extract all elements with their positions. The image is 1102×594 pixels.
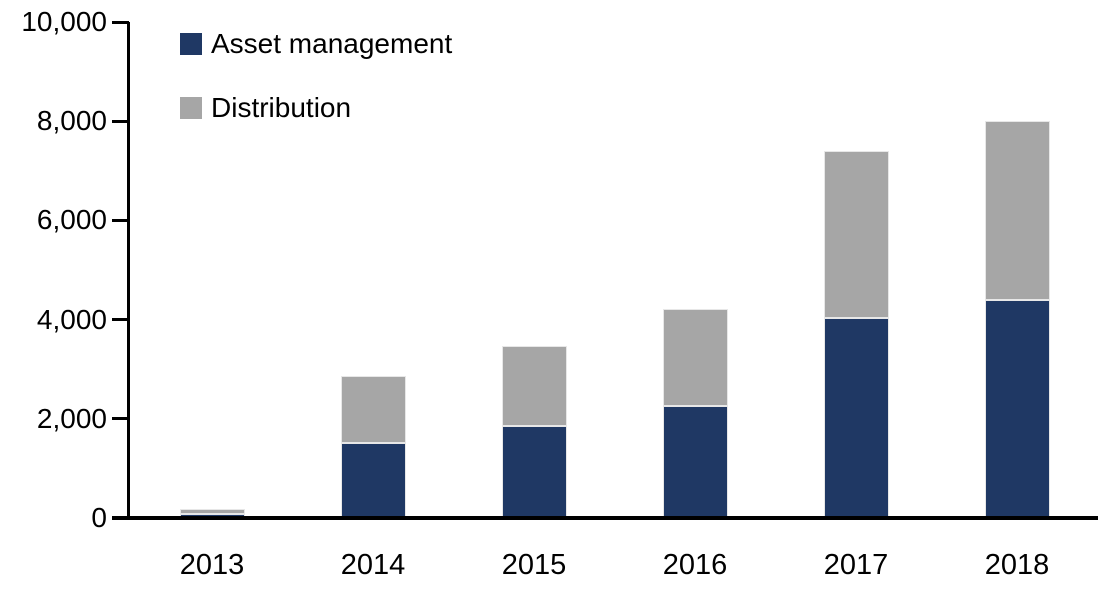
y-axis-tick-8,000 [112,119,129,123]
y-axis-label-0: 0 [91,502,107,533]
bar-segment-distribution-2015 [501,345,567,426]
x-axis-label-2014: 2014 [340,549,406,581]
x-axis-label-2018: 2018 [984,549,1050,581]
y-axis-label-6,000: 6,000 [36,204,107,236]
bar-segment-distribution-2013 [179,509,245,515]
legend-swatch-distribution-icon [180,97,202,119]
y-axis-label-4,000: 4,000 [36,303,107,335]
y-axis-label-2,000: 2,000 [36,402,107,434]
legend-item-asset-management: Asset management [180,28,452,60]
bar-segment-asset-management-2016 [662,405,728,518]
y-axis-tick-0 [112,516,129,520]
bar-segment-asset-management-2018 [984,299,1050,518]
bar-segment-distribution-2018 [984,120,1050,300]
y-axis-label-10,000: 10,000 [21,6,107,37]
x-axis-label-2015: 2015 [501,549,567,581]
y-axis-line [127,22,130,519]
x-axis-label-2017: 2017 [823,549,889,581]
y-axis-tick-2,000 [112,417,129,421]
y-axis-tick-10,000 [112,20,129,24]
bar-segment-asset-management-2015 [501,425,567,518]
y-axis-label-8,000: 8,000 [36,105,107,137]
y-axis-tick-4,000 [112,318,129,322]
y-axis-tick-6,000 [112,218,129,222]
legend-item-distribution: Distribution [180,92,452,124]
bar-segment-asset-management-2014 [340,442,406,518]
legend-swatch-asset-management-icon [180,33,202,55]
x-axis-line [112,516,1098,520]
bar-segment-asset-management-2017 [823,318,889,518]
bar-segment-distribution-2016 [662,308,728,406]
chart-legend: Asset management Distribution [180,28,452,124]
x-axis-label-2013: 2013 [179,549,245,581]
bar-segment-distribution-2014 [340,376,406,443]
legend-label-distribution: Distribution [211,92,352,123]
legend-label-asset-management: Asset management [211,28,453,59]
bar-segment-distribution-2017 [823,151,889,319]
x-axis-label-2016: 2016 [662,549,728,581]
